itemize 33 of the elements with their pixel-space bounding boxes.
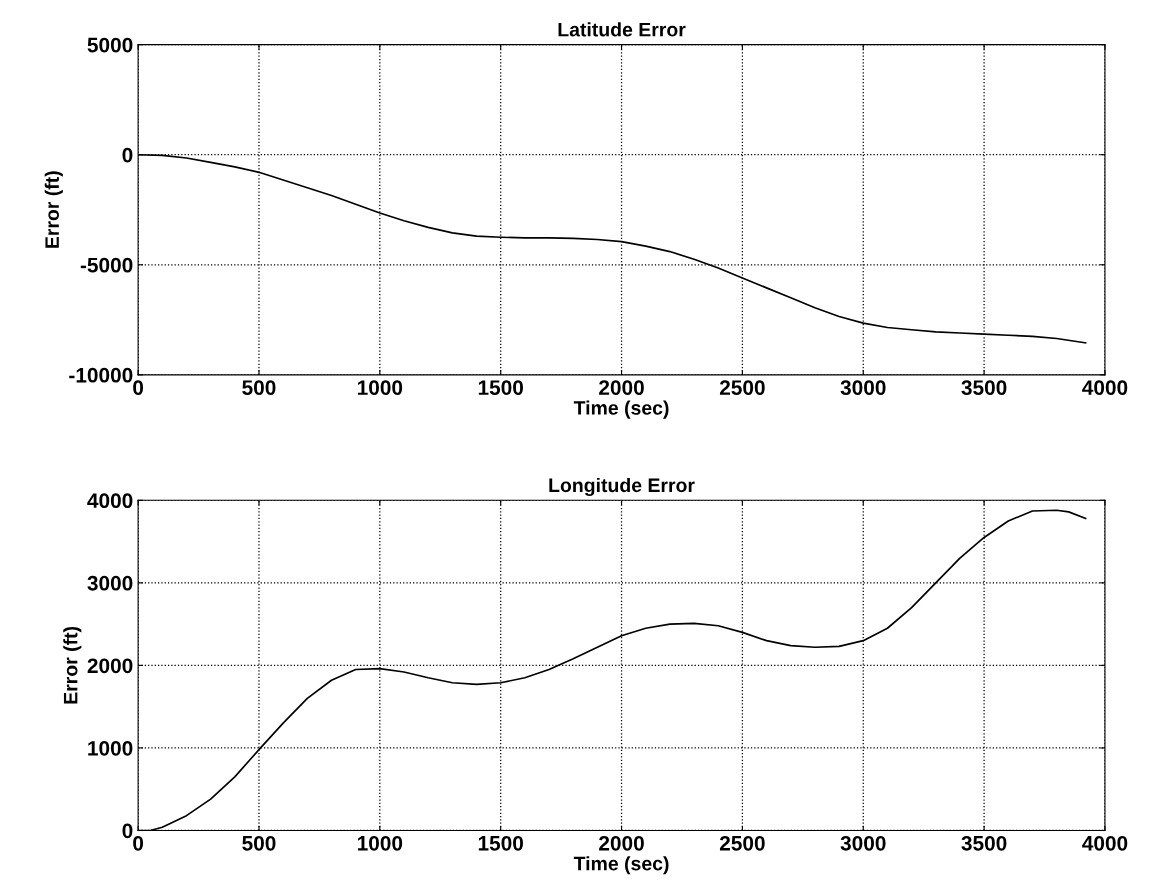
x-tick-label: 2000: [599, 835, 644, 851]
x-tick-label: 500: [242, 380, 276, 395]
y-tick-label: 5000: [87, 37, 133, 53]
y-axis-title: Error (ft): [44, 171, 63, 248]
chart-title: Longitude Error: [549, 477, 695, 497]
x-axis-title: Time (sec): [573, 856, 669, 875]
y-tick-label: 0: [122, 823, 133, 839]
y-tick-label: -10000: [69, 367, 133, 383]
x-tick-label: 2500: [719, 835, 765, 851]
chart-title: Latitude Error: [558, 22, 686, 37]
x-tick-label: 3500: [961, 835, 1007, 851]
x-tick-label: 4000: [1082, 380, 1128, 395]
y-tick-label: 2000: [87, 658, 133, 674]
y-axis-title: Error (ft): [63, 626, 82, 704]
x-tick-label: 500: [242, 835, 276, 851]
y-tick-label: 0: [122, 147, 133, 163]
x-tick-label: 3000: [840, 380, 886, 396]
x-axis-title: Time (sec): [573, 400, 669, 419]
x-tick-label: 3000: [840, 835, 886, 851]
x-tick-label: 0: [133, 835, 144, 851]
y-tick-label: -5000: [80, 257, 133, 273]
x-tick-label: 3500: [961, 380, 1007, 396]
x-tick-label: 2500: [719, 380, 765, 395]
x-tick-label: 1500: [478, 835, 524, 851]
x-tick-label: 0: [133, 380, 144, 395]
x-tick-label: 2000: [599, 380, 644, 395]
x-tick-label: 1000: [357, 835, 403, 851]
x-tick-label: 1000: [357, 380, 403, 395]
x-tick-label: 1500: [478, 380, 524, 395]
x-tick-label: 4000: [1082, 835, 1128, 851]
y-tick-label: 3000: [87, 575, 133, 591]
y-tick-label: 1000: [88, 740, 133, 756]
y-tick-label: 4000: [87, 493, 133, 509]
